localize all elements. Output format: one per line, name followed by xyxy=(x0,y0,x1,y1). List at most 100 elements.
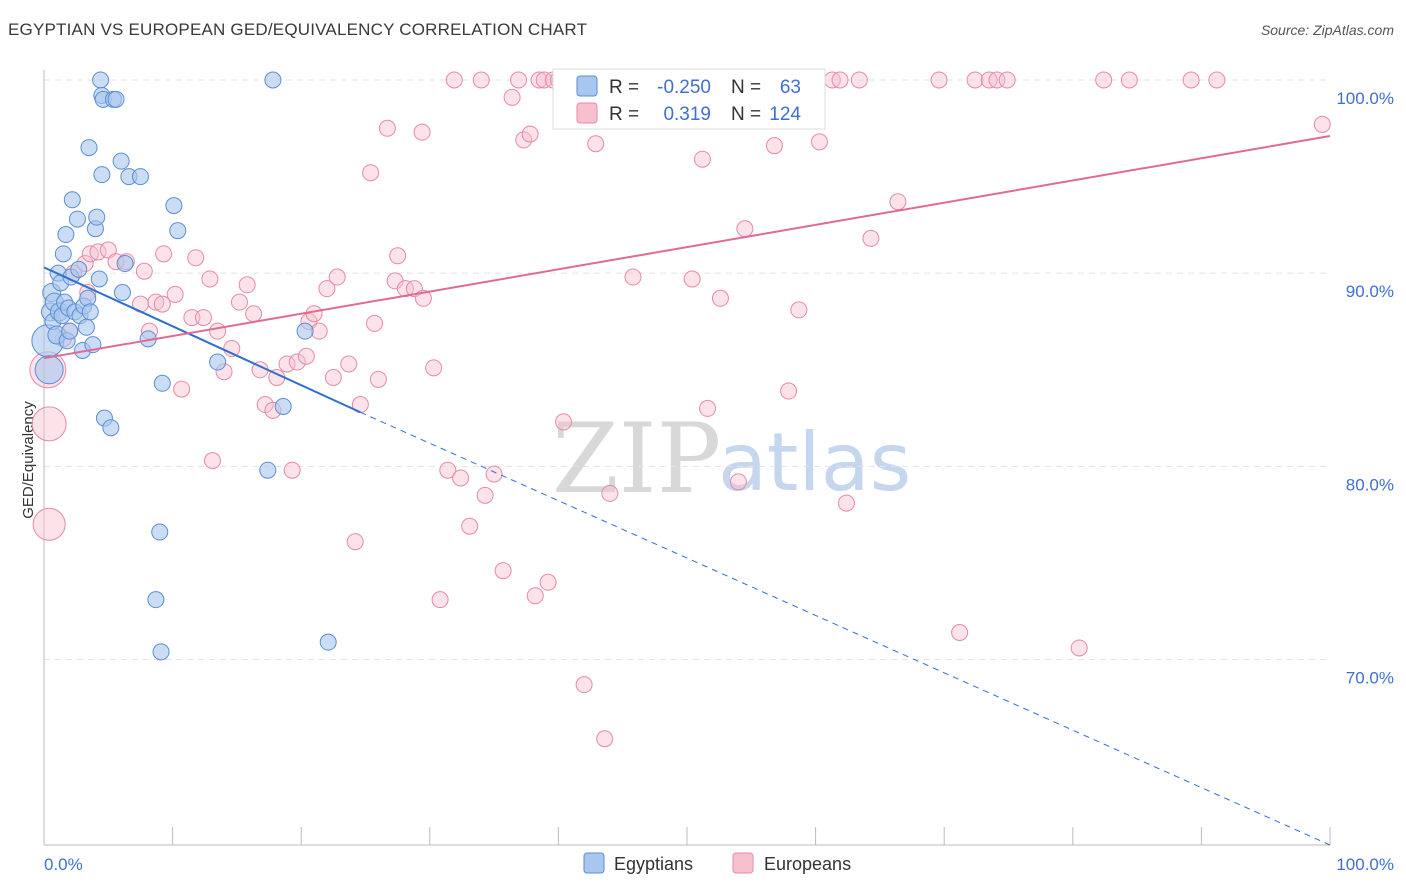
european-point xyxy=(389,247,407,265)
egyptian-point xyxy=(107,90,125,108)
stats-legend: R = -0.250 N = 63 R = 0.319 N = 124 xyxy=(552,68,826,130)
legend-swatch-europeans xyxy=(576,102,598,124)
egyptian-point xyxy=(169,222,187,240)
european-point xyxy=(1120,71,1138,89)
legend-r-value-europeans: 0.319 xyxy=(663,104,711,125)
y-tick-label-90: 90.0% xyxy=(1346,282,1394,301)
egyptians-trend-extension xyxy=(360,411,1331,846)
european-point xyxy=(245,305,263,323)
european-point xyxy=(194,309,212,327)
egyptian-point xyxy=(61,322,79,340)
egyptian-point xyxy=(116,255,134,273)
egyptian-point xyxy=(319,633,337,651)
trend-lines xyxy=(43,135,1331,846)
egyptian-point xyxy=(259,461,277,479)
egyptian-point xyxy=(264,71,282,89)
european-point xyxy=(699,399,717,417)
x-axis-ticks xyxy=(43,827,1331,845)
european-point xyxy=(1095,71,1113,89)
european-point xyxy=(32,507,66,541)
series-legend: Egyptians Europeans xyxy=(583,852,851,874)
egyptian-point xyxy=(296,322,314,340)
egyptian-point xyxy=(165,197,183,215)
egyptian-point xyxy=(152,643,170,661)
source-label: Source: ZipAtlas.com xyxy=(1260,22,1394,38)
european-point xyxy=(526,587,544,605)
european-point xyxy=(238,276,256,294)
european-point xyxy=(324,369,342,386)
y-axis-label: GED/Equivalency xyxy=(20,401,37,519)
european-point xyxy=(765,137,783,155)
y-tick-label-100: 100.0% xyxy=(1336,89,1394,108)
european-point xyxy=(187,249,205,267)
european-point xyxy=(288,353,306,371)
european-point xyxy=(831,71,849,89)
legend-n-label-europeans: N = xyxy=(731,104,761,125)
european-point xyxy=(173,380,191,398)
european-point xyxy=(862,229,880,247)
european-point xyxy=(147,293,165,311)
legend-n-label-egyptians: N = xyxy=(731,77,761,98)
european-point xyxy=(1313,115,1331,133)
egyptian-point xyxy=(80,139,98,157)
egyptian-point xyxy=(34,355,64,385)
european-point xyxy=(521,125,539,143)
european-point xyxy=(431,591,449,609)
european-point xyxy=(485,465,503,483)
european-point xyxy=(346,533,364,551)
european-point xyxy=(889,193,907,211)
egyptian-point xyxy=(113,284,131,301)
european-point xyxy=(966,71,984,89)
egyptian-point xyxy=(63,191,81,209)
series-egyptians xyxy=(31,71,337,661)
european-point xyxy=(1182,71,1200,89)
european-point xyxy=(988,71,1006,89)
european-point xyxy=(203,452,221,470)
x-tick-label-min: 0.0% xyxy=(44,855,83,874)
european-point xyxy=(201,270,219,288)
european-point xyxy=(328,268,346,286)
european-point xyxy=(283,461,301,479)
european-point xyxy=(461,517,479,535)
egyptian-point xyxy=(131,168,149,186)
egyptian-point xyxy=(70,260,88,278)
egyptian-point xyxy=(153,374,171,392)
european-point xyxy=(445,71,463,89)
y-tick-label-70: 70.0% xyxy=(1346,669,1394,688)
european-point xyxy=(736,220,754,238)
legend-n-value-egyptians: 63 xyxy=(780,77,801,98)
y-tick-label-80: 80.0% xyxy=(1346,475,1394,494)
european-point xyxy=(89,243,107,261)
egyptian-point xyxy=(57,226,75,244)
european-point xyxy=(230,293,248,311)
egyptian-point xyxy=(90,270,108,288)
european-point xyxy=(810,133,828,151)
european-point xyxy=(31,406,67,442)
legend-r-label-europeans: R = xyxy=(609,104,639,125)
egyptian-point xyxy=(151,523,169,541)
egyptian-point xyxy=(147,591,165,609)
egyptian-point xyxy=(81,303,99,321)
bottom-legend-swatch-europeans xyxy=(732,852,754,874)
legend-r-label-egyptians: R = xyxy=(609,77,639,98)
bottom-legend-swatch-egyptians xyxy=(583,852,605,874)
x-tick-label-max: 100.0% xyxy=(1336,855,1394,874)
stats-legend-box xyxy=(552,68,826,130)
european-point xyxy=(369,370,387,388)
european-point xyxy=(155,245,173,263)
egyptian-point xyxy=(93,166,111,184)
european-point xyxy=(693,150,711,168)
european-point xyxy=(850,71,868,89)
european-point xyxy=(452,469,470,487)
european-point xyxy=(587,135,605,153)
european-point xyxy=(362,164,380,182)
european-point xyxy=(503,88,521,106)
y-tick-labels: 70.0% 80.0% 90.0% 100.0% xyxy=(1336,89,1394,688)
egyptian-point xyxy=(112,152,130,170)
european-point xyxy=(340,355,358,373)
european-point xyxy=(494,562,512,580)
egyptian-point xyxy=(68,210,86,228)
egyptian-point xyxy=(54,245,72,263)
legend-n-value-europeans: 124 xyxy=(769,104,801,125)
